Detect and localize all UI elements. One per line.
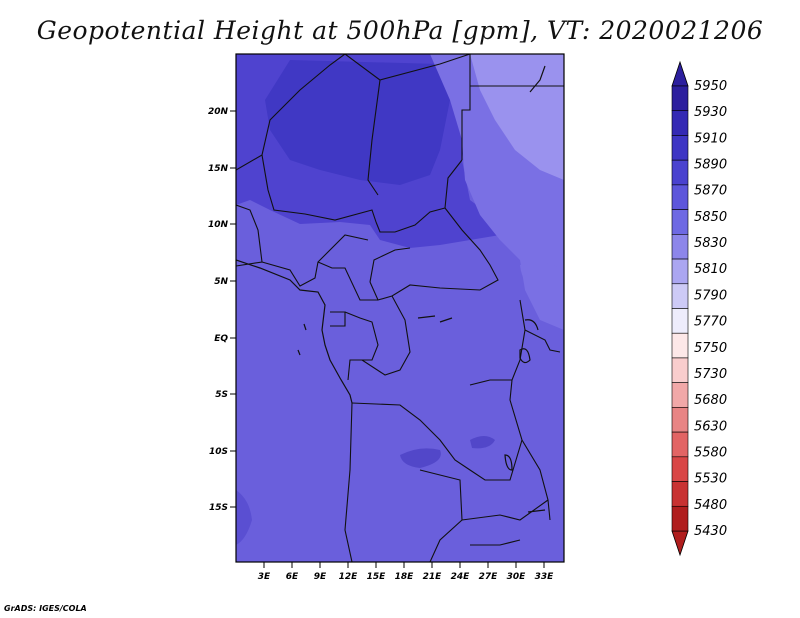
colorbar: 5950 5930 5910 5890 5870 5850 5830 5810 5790 5770… xyxy=(671,60,727,557)
colorbar-box xyxy=(671,332,689,359)
colorbar-label: 5930 xyxy=(694,105,727,120)
colorbar-label: 5770 xyxy=(694,315,727,330)
map-frame xyxy=(235,53,565,563)
colorbar-label: 5870 xyxy=(694,184,727,199)
colorbar-box xyxy=(671,431,689,458)
field-highest-north xyxy=(265,60,450,185)
lat-tick-eq: EQ xyxy=(214,334,228,344)
colorbar-label: 5630 xyxy=(694,419,727,434)
colorbar-label: 5680 xyxy=(694,393,727,408)
lon-tick-9e: 9E xyxy=(314,572,327,582)
lat-tick-10s: 10S xyxy=(209,447,228,457)
lat-tick-20n: 20N xyxy=(208,107,229,117)
colorbar-box xyxy=(671,283,689,309)
colorbar-box xyxy=(671,308,689,334)
colorbar-label: 5810 xyxy=(694,262,727,277)
lon-tick-18e: 18E xyxy=(395,572,415,582)
colorbar-label: 5750 xyxy=(694,341,727,356)
map-panel xyxy=(236,54,564,562)
chart-title: Geopotential Height at 500hPa [gpm], VT:… xyxy=(36,16,764,45)
country-borders xyxy=(236,54,564,562)
lon-tick-21e: 21E xyxy=(423,572,443,582)
colorbar-label: 5790 xyxy=(694,288,727,303)
colorbar-box xyxy=(671,481,689,507)
lat-tick-15n: 15N xyxy=(208,164,229,174)
colorbar-box xyxy=(671,135,689,161)
lon-tick-24e: 24E xyxy=(451,572,471,582)
colorbar-label: 5580 xyxy=(694,445,727,460)
colorbar-box xyxy=(671,234,689,260)
colorbar-bottom-arrow xyxy=(671,530,689,557)
colorbar-label: 5480 xyxy=(694,498,727,513)
colorbar-box xyxy=(671,209,689,235)
field-patch-sw xyxy=(236,490,252,545)
colorbar-top-arrow xyxy=(671,60,689,87)
colorbar-label: 5430 xyxy=(694,524,727,539)
lon-tick-12e: 12E xyxy=(339,572,359,582)
colorbar-label: 5910 xyxy=(694,131,727,146)
colorbar-label: 5850 xyxy=(694,210,727,225)
colorbar-box xyxy=(671,110,689,136)
colorbar-box xyxy=(671,357,689,383)
lon-axis: 3E 6E 9E 12E 15E 18E 21E 24E 27E 30E 33E xyxy=(258,562,554,582)
colorbar-label: 5890 xyxy=(694,158,727,173)
colorbar-box xyxy=(671,407,689,433)
colorbar-box xyxy=(671,258,689,285)
field-patch-south-2 xyxy=(470,436,495,449)
colorbar-box xyxy=(671,505,689,532)
lon-tick-6e: 6E xyxy=(286,572,299,582)
lon-tick-3e: 3E xyxy=(258,572,271,582)
lon-tick-33e: 33E xyxy=(535,572,555,582)
field-patch-south-1 xyxy=(400,448,441,468)
colorbar-label: 5950 xyxy=(694,79,727,94)
lat-tick-5n: 5N xyxy=(214,277,228,287)
coastline xyxy=(236,65,546,513)
lat-tick-5s: 5S xyxy=(215,390,228,400)
lon-tick-15e: 15E xyxy=(367,572,387,582)
lat-axis: 20N 15N 10N 5N EQ 5S 10S 15S xyxy=(208,107,236,513)
credit-label: GrADS: IGES/COLA xyxy=(4,604,87,613)
colorbar-box xyxy=(671,85,689,112)
colorbar-box xyxy=(671,184,689,210)
colorbar-box xyxy=(671,159,689,186)
colorbar-label: 5530 xyxy=(694,472,727,487)
colorbar-label: 5730 xyxy=(694,367,727,382)
lon-tick-27e: 27E xyxy=(479,572,499,582)
lat-tick-15s: 15S xyxy=(209,503,228,513)
lon-tick-30e: 30E xyxy=(507,572,527,582)
lat-tick-10n: 10N xyxy=(208,220,229,230)
colorbar-box xyxy=(671,382,689,408)
colorbar-box xyxy=(671,456,689,482)
field-patch-east xyxy=(520,262,560,292)
colorbar-label: 5830 xyxy=(694,236,727,251)
